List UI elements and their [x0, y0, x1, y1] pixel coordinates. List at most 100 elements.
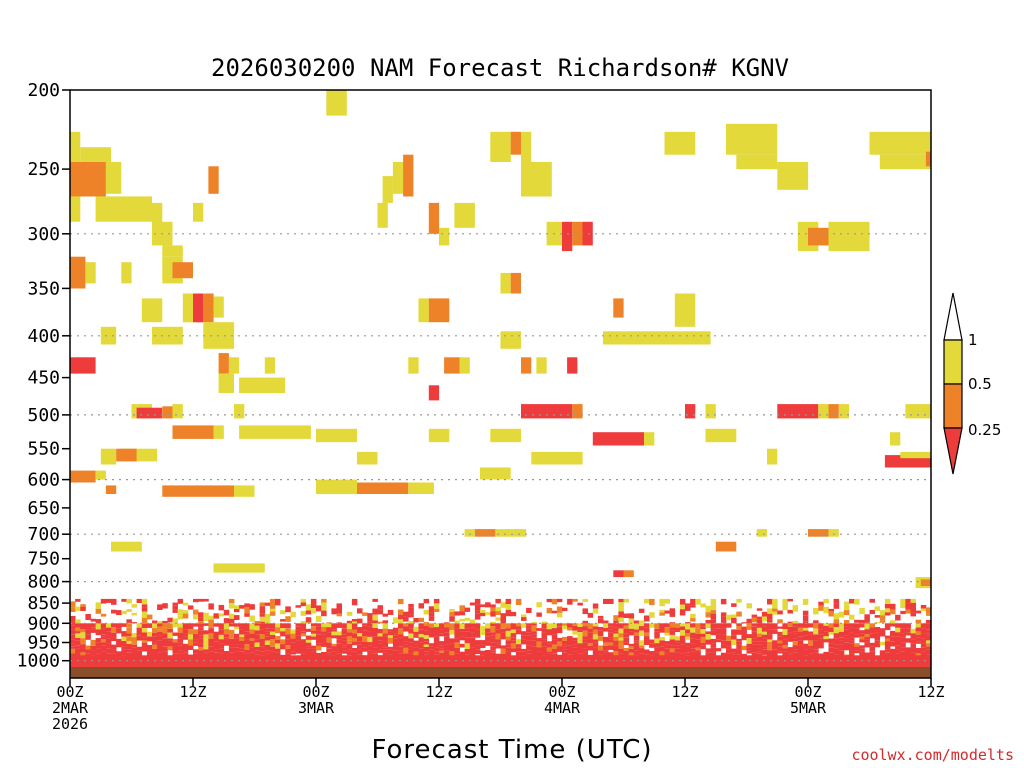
- band-cell: [895, 632, 901, 637]
- band-cell: [792, 641, 799, 646]
- heatmap-cell: [316, 428, 357, 443]
- band-cell: [546, 608, 553, 614]
- band-cell: [490, 607, 496, 612]
- x-tick-label: 12Z: [671, 683, 698, 701]
- band-cell: [433, 603, 440, 609]
- band-cell: [910, 608, 916, 613]
- band-cell: [802, 630, 809, 636]
- band-cell: [208, 615, 214, 620]
- y-tick-label: 1000: [17, 651, 60, 672]
- band-cell: [756, 648, 763, 652]
- band-cell: [131, 622, 137, 624]
- band-cell: [495, 629, 501, 634]
- band-cell: [618, 623, 624, 629]
- band-cell: [275, 643, 281, 649]
- band-cell: [367, 642, 373, 646]
- band-cell: [628, 643, 635, 647]
- band-cell: [111, 653, 117, 657]
- band-cell: [269, 623, 276, 628]
- heatmap-cell: [536, 357, 547, 374]
- band-cell: [346, 643, 353, 650]
- band-cell: [351, 629, 358, 634]
- band-cell: [336, 653, 342, 657]
- band-cell: [234, 633, 240, 639]
- band-cell: [121, 631, 127, 637]
- band-cell: [228, 623, 235, 627]
- band-cell: [603, 642, 609, 646]
- band-cell: [900, 653, 906, 657]
- band-cell: [700, 642, 706, 646]
- band-cell: [910, 633, 916, 640]
- band-cell: [613, 640, 619, 646]
- band-cell: [90, 623, 96, 628]
- band-cell: [392, 638, 399, 641]
- band-cell: [300, 631, 307, 634]
- band-cell: [398, 619, 404, 624]
- band-cell: [228, 598, 235, 603]
- band-cell: [305, 617, 312, 623]
- band-cell: [146, 645, 153, 650]
- band-cell: [541, 641, 547, 647]
- band-cell: [685, 603, 691, 606]
- band-cell: [403, 623, 409, 627]
- band-cell: [464, 628, 471, 632]
- band-cell: [377, 643, 383, 650]
- band-cell: [70, 607, 76, 612]
- band-cell: [167, 623, 173, 629]
- band-cell: [925, 649, 932, 655]
- band-cell: [638, 630, 645, 636]
- band-cell: [203, 598, 209, 602]
- band-cell: [613, 631, 619, 634]
- band-cell: [751, 631, 758, 637]
- band-cell: [480, 631, 486, 635]
- band-cell: [485, 636, 491, 642]
- band-cell: [346, 632, 353, 637]
- band-cell: [813, 628, 819, 635]
- band-cell: [603, 627, 609, 632]
- band-cell: [777, 626, 783, 629]
- band-cell: [418, 623, 424, 630]
- band-cell: [802, 621, 809, 624]
- band-cell: [454, 620, 460, 624]
- band-cell: [802, 635, 809, 641]
- band-cell: [331, 646, 337, 652]
- band-cell: [367, 650, 373, 654]
- heatmap-cell: [408, 482, 434, 494]
- band-cell: [864, 636, 870, 640]
- band-cell: [920, 628, 927, 634]
- band-cell: [459, 631, 465, 637]
- band-cell: [720, 626, 727, 629]
- band-cell: [218, 629, 225, 635]
- band-cell: [669, 614, 676, 617]
- band-cell: [244, 639, 250, 645]
- band-cell: [818, 623, 824, 629]
- band-cell: [879, 610, 886, 616]
- band-cell: [802, 615, 809, 622]
- band-cell: [157, 652, 163, 658]
- band-cell: [157, 631, 163, 636]
- band-cell: [300, 623, 307, 629]
- band-cell: [372, 641, 378, 648]
- band-cell: [592, 603, 599, 609]
- band-cell: [495, 639, 501, 643]
- heatmap-cell: [664, 131, 696, 155]
- band-cell: [690, 605, 696, 608]
- heatmap-cell: [193, 293, 204, 323]
- heatmap-cell: [70, 131, 81, 162]
- band-cell: [408, 653, 414, 657]
- heatmap-cell: [152, 326, 183, 345]
- y-tick-label: 650: [27, 498, 60, 519]
- band-cell: [474, 629, 481, 634]
- band-cell: [521, 617, 527, 621]
- band-cell: [603, 636, 609, 643]
- band-cell: [285, 645, 291, 649]
- heatmap-cell: [500, 331, 521, 349]
- band-cell: [300, 642, 307, 648]
- band-cell: [613, 627, 619, 632]
- band-cell: [454, 633, 460, 639]
- band-cell: [70, 646, 76, 649]
- band-cell: [515, 629, 522, 635]
- band-cell: [228, 647, 235, 653]
- band-cell: [884, 638, 891, 642]
- band-cell: [777, 646, 783, 652]
